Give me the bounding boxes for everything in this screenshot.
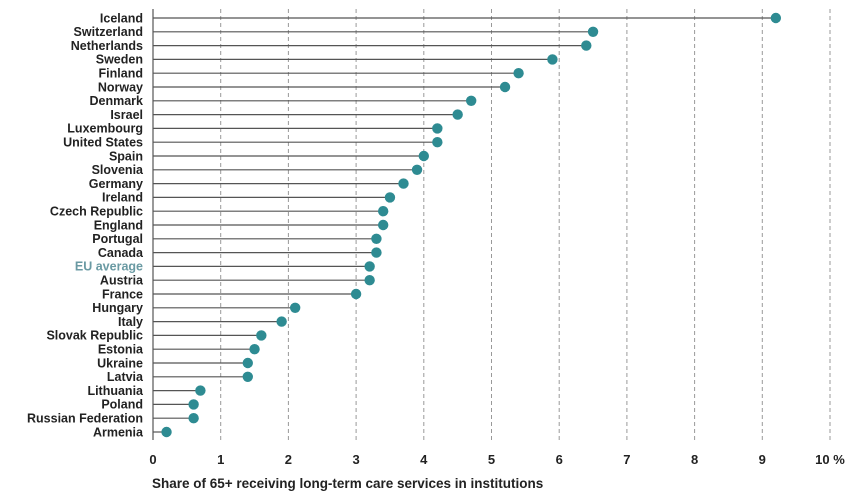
category-label: Portugal: [92, 232, 143, 246]
category-label: Russian Federation: [27, 412, 143, 426]
category-label: Poland: [101, 398, 143, 412]
data-point: [188, 413, 199, 424]
data-point: [377, 219, 389, 231]
data-point: [432, 137, 443, 148]
data-point: [587, 26, 599, 37]
category-label: Luxembourg: [67, 122, 143, 136]
data-point: [452, 109, 463, 120]
x-tick-label: 1: [217, 452, 224, 467]
category-label: Armenia: [93, 425, 144, 439]
x-axis-title: Share of 65+ receiving long-term care se…: [152, 476, 543, 491]
data-point: [547, 54, 558, 65]
data-point: [770, 12, 782, 24]
category-label: Austria: [100, 274, 144, 288]
category-label: Iceland: [100, 11, 143, 25]
data-point: [289, 302, 301, 313]
data-point: [432, 123, 443, 134]
data-point: [195, 385, 206, 396]
category-label: Germany: [89, 177, 143, 191]
category-label: Ukraine: [97, 356, 143, 370]
data-points: [161, 12, 782, 438]
x-tick-label: 10 %: [815, 452, 845, 467]
category-label: France: [102, 287, 143, 301]
data-point: [242, 357, 253, 369]
category-label: Denmark: [90, 94, 144, 108]
data-point: [384, 192, 396, 203]
data-point: [256, 330, 267, 341]
data-point: [364, 275, 375, 286]
x-tick-label: 6: [556, 452, 563, 467]
category-label: Slovak Republic: [46, 329, 143, 343]
x-tick-label: 0: [149, 452, 156, 467]
category-label: Latvia: [107, 370, 144, 384]
data-point: [249, 344, 260, 355]
category-label: Finland: [99, 67, 143, 81]
category-label: Lithuania: [87, 384, 144, 398]
x-tick-label: 7: [623, 452, 630, 467]
data-point: [350, 288, 362, 300]
category-label: England: [94, 218, 143, 232]
category-label: Czech Republic: [50, 205, 143, 219]
data-point: [188, 399, 199, 410]
category-label: Italy: [118, 315, 143, 329]
data-point: [371, 247, 382, 258]
category-label: Slovenia: [92, 163, 144, 177]
category-label: Netherlands: [71, 39, 143, 53]
x-tick-label: 3: [352, 452, 359, 467]
x-tick-label: 9: [759, 452, 766, 467]
x-tick-label: 5: [488, 452, 495, 467]
data-point: [581, 40, 592, 51]
x-tick-label: 8: [691, 452, 698, 467]
data-point: [161, 426, 172, 438]
category-label: Norway: [98, 80, 143, 94]
data-point: [371, 233, 382, 244]
x-tick-labels: 0 1 2 3 4 5 6 7 8 9 10 %: [149, 452, 845, 467]
data-point: [364, 261, 375, 272]
stems: [153, 17, 776, 433]
data-point: [398, 178, 409, 189]
category-label: Sweden: [96, 53, 143, 67]
category-label: Switzerland: [74, 25, 143, 39]
x-tick-label: 2: [285, 452, 292, 467]
data-point: [499, 81, 511, 93]
x-tick-label: 4: [420, 452, 428, 467]
data-point: [418, 150, 429, 162]
category-label: Estonia: [98, 343, 144, 357]
data-point: [276, 316, 287, 327]
data-point: [465, 95, 477, 107]
data-point: [242, 371, 253, 382]
category-label: Canada: [98, 246, 144, 260]
category-label: Israel: [110, 108, 143, 122]
category-label: Hungary: [92, 301, 143, 315]
category-label: Ireland: [102, 191, 143, 205]
category-label: EU average: [75, 260, 143, 274]
category-label: United States: [63, 136, 143, 150]
category-label: Spain: [109, 149, 143, 163]
data-point: [411, 164, 423, 175]
data-point: [513, 68, 524, 79]
data-point: [377, 206, 389, 217]
category-labels: IcelandSwitzerlandNetherlandsSwedenFinla…: [27, 11, 144, 439]
grid-lines: [152, 9, 831, 440]
